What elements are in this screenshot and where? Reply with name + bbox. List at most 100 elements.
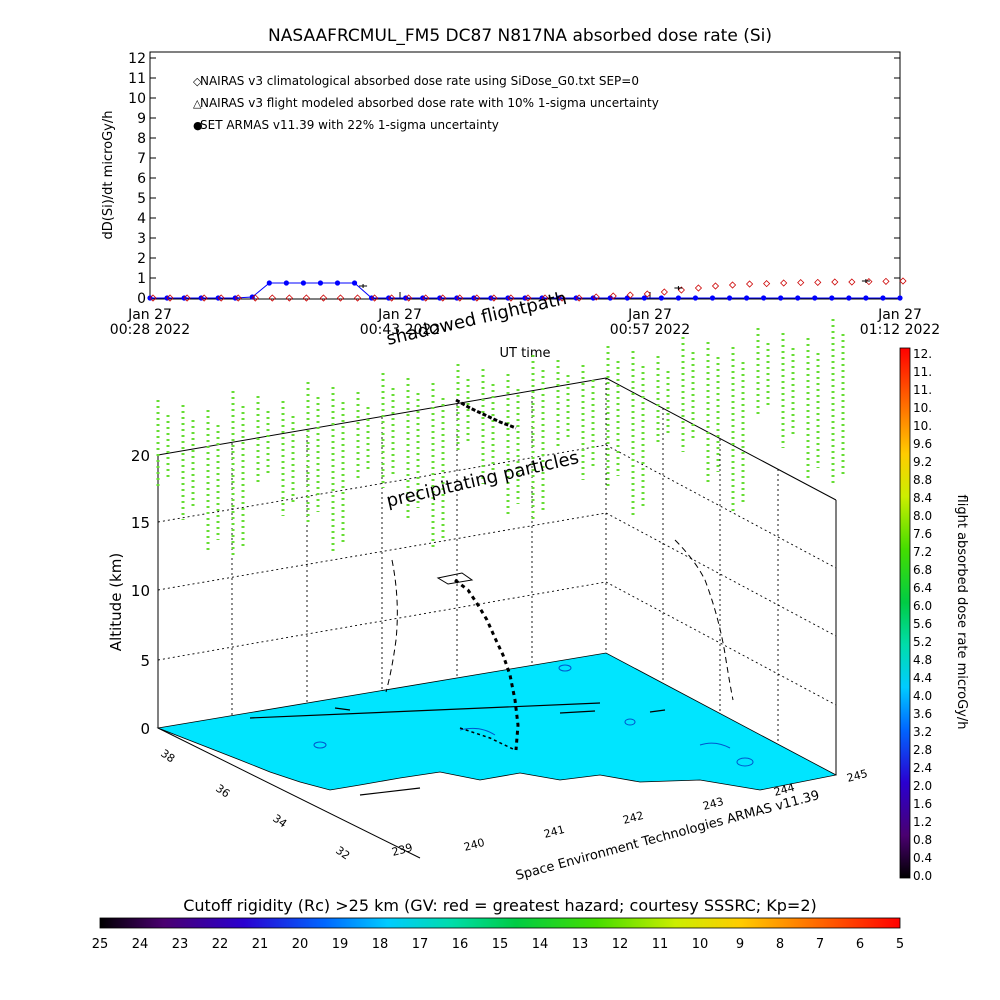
dose-colorbar-tick: 0.4: [913, 851, 932, 865]
armas-point: [249, 294, 255, 300]
coastline: [249, 702, 666, 796]
y-tick-label: 9: [137, 111, 146, 127]
longitude-tick-label: 240: [462, 836, 486, 854]
uncertainty-marker: [674, 286, 683, 290]
dose-colorbar-tick: 6.0: [913, 599, 932, 613]
y-tick-label: 12: [128, 51, 146, 67]
x-axis-label: UT time: [500, 346, 551, 361]
nairas-clim-point: [217, 294, 225, 302]
nairas-clim-point: [848, 278, 856, 286]
dose-colorbar-tick: 1.2: [913, 815, 932, 829]
rigidity-tick: 22: [212, 937, 229, 952]
rigidity-tick: 10: [692, 937, 709, 952]
nairas-clim-point: [831, 278, 839, 286]
rigidity-tick: 19: [332, 937, 349, 952]
x-tick-label-date: Jan 27: [627, 307, 672, 323]
dose-colorbar-tick: 9.2: [913, 455, 932, 469]
armas-point: [590, 295, 596, 301]
latitude-tick-label: 32: [333, 844, 352, 863]
altitude-tick-label: 10: [131, 582, 150, 600]
nairas-clim-point: [660, 288, 668, 296]
nairas-clim-point: [746, 280, 754, 288]
rigidity-tick: 21: [252, 937, 269, 952]
rigidity-tick: 12: [612, 937, 629, 952]
nairas-clim-point: [728, 281, 737, 289]
nairas-clim-point: [507, 294, 515, 302]
armas-point: [863, 295, 869, 301]
nairas-clim-point: [609, 292, 617, 300]
armas-point: [897, 295, 903, 301]
rigidity-ticks: 25 24 23 22 21 20 19 18 17 16 15 14 13 12 11 10 9 8 7 6 5: [92, 937, 904, 952]
legend: ◇NAIRAS v3 climatological absorbed dose …: [193, 74, 659, 132]
y-tick-label: 7: [137, 151, 146, 167]
legend-entry: SET ARMAS v11.39 with 22% 1-sigma uncert…: [200, 118, 499, 132]
legend-symbol: ◇: [193, 75, 202, 88]
legend-entry: NAIRAS v3 climatological absorbed dose r…: [200, 74, 639, 88]
nairas-clim-point: [899, 277, 907, 285]
nairas-clim-point: [865, 278, 873, 286]
armas-point: [795, 295, 801, 301]
rigidity-tick: 18: [372, 937, 389, 952]
x-tick-label-date: Jan 27: [127, 307, 172, 323]
latitude-tick-label: 36: [213, 782, 232, 801]
longitude-tick-label: 244: [772, 781, 796, 799]
nairas-clim-point: [592, 293, 600, 301]
nairas-clim-point: [541, 294, 549, 302]
dose-colorbar-tick: 10.: [913, 401, 932, 415]
armas-point: [692, 295, 699, 301]
nairas-clim-point: [711, 282, 720, 290]
armas-point: [761, 295, 767, 301]
altitude-tick-label: 20: [131, 447, 150, 465]
rigidity-tick: 8: [776, 937, 784, 952]
nairas-clim-point: [353, 294, 362, 302]
x-tick-label-time: 01:12 2022: [860, 322, 940, 338]
rigidity-tick: 24: [132, 937, 149, 952]
x-tick-label-time: 00:57 2022: [610, 322, 690, 338]
dose-colorbar-tick: 2.8: [913, 743, 932, 757]
rigidity-tick: 15: [492, 937, 509, 952]
armas-point: [624, 295, 630, 301]
nairas-clim-point: [558, 294, 566, 302]
armas-point: [607, 295, 613, 301]
dose-colorbar: [899, 347, 911, 879]
armas-point: [778, 295, 784, 301]
uncertainty-marker: [359, 284, 368, 288]
rigidity-tick: 20: [292, 937, 309, 952]
rigidity-title: Cutoff rigidity (Rc) >25 km (GV: red = g…: [183, 896, 817, 915]
armas-point: [334, 280, 341, 286]
x-tick-label-date: Jan 27: [377, 307, 422, 323]
latitude-tick-label: 38: [158, 747, 177, 766]
rigidity-tick: 9: [736, 937, 744, 952]
x-tick-label-date: Jan 27: [877, 307, 922, 323]
nairas-clim-point: [166, 294, 174, 302]
nairas-clim-point: [780, 279, 788, 287]
dose-colorbar-label: flight absorbed dose rate microGy/h: [954, 495, 969, 730]
altitude-tick-label: 15: [131, 514, 150, 532]
shadowed-flightpath-projections: [385, 539, 734, 701]
rigidity-tick: 7: [816, 937, 824, 952]
nairas-clim-point: [285, 294, 293, 302]
armas-point: [317, 280, 324, 286]
altitude-ticks: 0 5 10 15 20: [131, 447, 150, 738]
nairas-clim-point: [149, 294, 157, 302]
armas-point: [743, 295, 750, 301]
longitude-ticks: 239 240 241 242 243 244 245: [390, 767, 869, 859]
y-tick-label: 3: [137, 231, 146, 247]
rigidity-tick: 11: [652, 937, 669, 952]
nairas-clim-point: [302, 294, 310, 302]
dose-colorbar-tick: 11.: [913, 383, 932, 397]
altitude-tick-label: 0: [140, 720, 150, 738]
nairas-clim-point: [575, 294, 583, 302]
longitude-tick-label: 242: [621, 809, 645, 827]
y-tick-label: 2: [137, 251, 146, 267]
longitude-tick-label: 243: [701, 795, 725, 813]
dose-colorbar-tick: 7.2: [913, 545, 932, 559]
nairas-clim-point: [405, 294, 413, 302]
armas-point: [641, 295, 647, 301]
altitude-tick-label: 5: [140, 652, 150, 670]
y-tick-label: 4: [137, 211, 146, 227]
dose-colorbar-tick: 8.4: [913, 491, 932, 505]
dose-colorbar-tick: 6.8: [913, 563, 932, 577]
dose-colorbar-tick: 2.0: [913, 779, 932, 793]
plot-frame: [149, 51, 901, 300]
